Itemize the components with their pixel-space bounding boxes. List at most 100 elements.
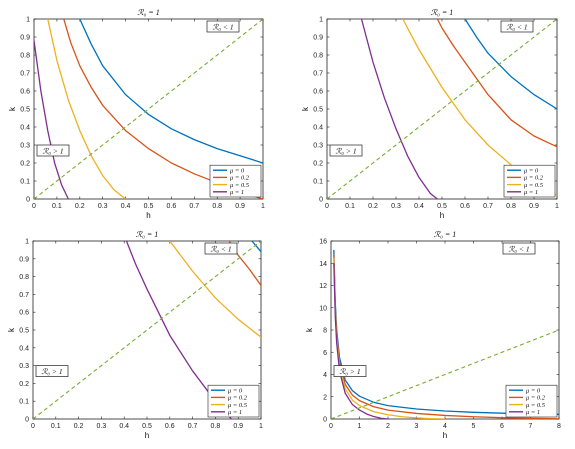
x-tick-label: 0.7 — [188, 423, 198, 430]
x-tick-label: 0.3 — [391, 203, 401, 210]
x-tick-label: 1 — [261, 203, 265, 210]
y-tick-label: 0.8 — [20, 53, 30, 60]
legend-item: μ = 0.5 — [211, 402, 248, 409]
x-tick-label: 0.3 — [97, 423, 107, 430]
x-tick-label: 0.8 — [211, 423, 221, 430]
legend-item: μ = 0.5 — [509, 402, 546, 409]
series-line-4 — [360, 19, 438, 199]
chart-panel-1: 0 0.1 0.2 0.3 0.4 0.5 0.6 0.7 0.8 0.9 1 0 0.1 0.2 0.3 0… — [8, 8, 265, 220]
x-tick-label: 0.5 — [437, 203, 447, 210]
x-tick-label: 0.1 — [51, 423, 61, 430]
legend-item: μ = 0 — [509, 388, 541, 395]
legend-label: μ = 0.2 — [526, 395, 546, 402]
x-tick-label: 0.5 — [142, 423, 152, 430]
legend-item: μ = 1 — [507, 189, 538, 196]
x-tick-label: 0.8 — [212, 203, 222, 210]
region-label-upper: ℛ₀ < 1 — [204, 242, 238, 255]
y-tick-label: 1 — [26, 17, 30, 24]
legend-label: μ = 0.5 — [526, 402, 546, 409]
y-tick-label: 0.9 — [20, 35, 30, 42]
legend: μ = 0μ = 0.2μ = 0.5μ = 1 — [503, 164, 556, 198]
region-text-upper: ℛ₀ < 1 — [508, 245, 529, 254]
x-axis-label: h — [443, 431, 447, 440]
region-box-upper — [500, 20, 534, 33]
series-line-4 — [333, 263, 389, 419]
series-line-1 — [251, 241, 261, 253]
legend-item: μ = 0.5 — [213, 182, 250, 189]
x-tick-label: 0.6 — [165, 423, 175, 430]
y-tick-label: 0.6 — [313, 89, 323, 96]
chart-title: ℛ₀ = 1 — [434, 230, 457, 239]
y-tick-label: 10 — [319, 305, 327, 312]
y-tick-label: 14 — [319, 261, 327, 268]
x-tick-label: 0.9 — [233, 423, 243, 430]
region-box-lower — [333, 365, 367, 377]
y-axis-label: k — [7, 327, 16, 332]
region-label-upper: ℛ₀ < 1 — [206, 20, 240, 33]
legend-label: μ = 0 — [230, 168, 245, 175]
y-tick-label: 0.5 — [313, 107, 323, 114]
y-tick-label: 0.3 — [20, 143, 30, 150]
legend-item: μ = 0.2 — [211, 395, 248, 402]
y-axis-label: k — [305, 327, 314, 332]
legend-label: μ = 0.5 — [524, 182, 544, 189]
region-box-upper — [204, 242, 238, 255]
x-tick-label: 0.9 — [529, 203, 539, 210]
region-box-lower — [36, 144, 70, 157]
region-box-lower — [35, 365, 69, 377]
legend: μ = 0μ = 0.2μ = 0.5μ = 1 — [209, 164, 262, 198]
region-label-upper: ℛ₀ < 1 — [500, 20, 534, 33]
x-tick-label: 0.2 — [75, 203, 85, 210]
legend-label: μ = 0.2 — [228, 395, 248, 402]
y-tick-label: 0.4 — [19, 345, 29, 352]
legend-label: μ = 0.2 — [524, 175, 544, 182]
x-tick-label: 0.8 — [506, 203, 516, 210]
legend: μ = 0μ = 0.2μ = 0.5μ = 1 — [207, 384, 260, 418]
x-tick-label: 0.3 — [98, 203, 108, 210]
chart-title: ℛ₀ = 1 — [431, 8, 454, 17]
x-tick-label: 0.9 — [235, 203, 245, 210]
x-tick-label: 6 — [500, 423, 504, 430]
region-text-upper: ℛ₀ < 1 — [506, 23, 527, 32]
x-tick-label: 0.1 — [52, 203, 62, 210]
legend-label: μ = 1 — [524, 189, 538, 196]
x-axis-label: h — [146, 211, 150, 220]
legend-label: μ = 0 — [524, 168, 539, 175]
series-line-4 — [34, 40, 69, 199]
x-tick-label: 0.2 — [368, 203, 378, 210]
y-tick-label: 0.2 — [313, 161, 323, 168]
series-line-3 — [169, 241, 261, 338]
x-tick-label: 0.2 — [74, 423, 84, 430]
x-tick-label: 4 — [443, 423, 447, 430]
region-box-upper — [502, 242, 536, 255]
y-tick-label: 0.3 — [313, 143, 323, 150]
series-line-2 — [436, 19, 557, 148]
reference-line — [331, 329, 559, 419]
x-tick-label: 5 — [472, 423, 476, 430]
x-tick-label: 0.4 — [119, 423, 129, 430]
legend-item: μ = 0.5 — [507, 182, 544, 189]
x-tick-label: 0.6 — [167, 203, 177, 210]
legend-item: μ = 0.2 — [507, 175, 544, 182]
region-text-upper: ℛ₀ < 1 — [212, 23, 233, 32]
y-tick-label: 0.7 — [313, 71, 323, 78]
region-text-lower: ℛ₀ > 1 — [41, 367, 62, 376]
y-tick-label: 0.5 — [20, 107, 30, 114]
y-tick-label: 16 — [319, 239, 327, 246]
region-label-lower: ℛ₀ > 1 — [333, 365, 367, 377]
legend-label: μ = 0.5 — [228, 402, 248, 409]
x-tick-label: 1 — [259, 423, 263, 430]
y-tick-label: 1 — [319, 17, 323, 24]
y-tick-label: 0.1 — [20, 179, 30, 186]
y-tick-label: 0 — [25, 417, 29, 424]
x-tick-label: 8 — [557, 423, 561, 430]
legend-label: μ = 1 — [228, 409, 242, 416]
legend-item: μ = 0.2 — [213, 175, 250, 182]
x-tick-label: 0 — [31, 423, 35, 430]
x-tick-label: 0.7 — [189, 203, 199, 210]
y-axis-label: k — [8, 106, 17, 111]
x-tick-label: 0.4 — [414, 203, 424, 210]
y-tick-label: 0.1 — [313, 179, 323, 186]
legend-label: μ = 1 — [230, 189, 244, 196]
